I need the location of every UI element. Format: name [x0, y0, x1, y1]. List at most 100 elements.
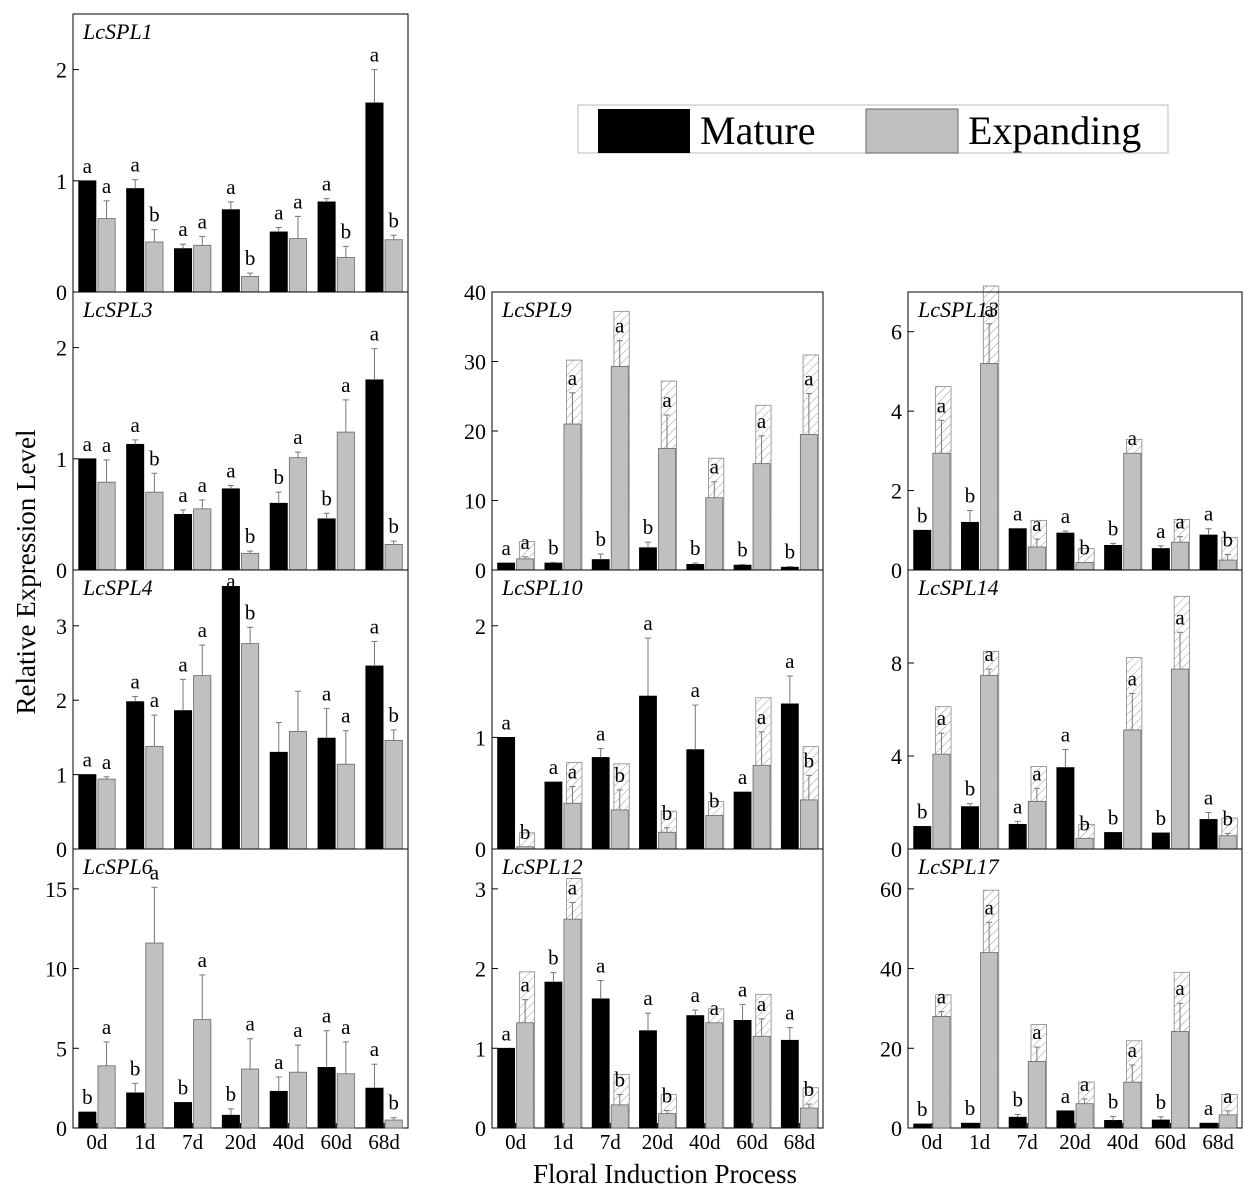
significance-letter: a — [1032, 512, 1042, 536]
x-tick-label: 68d — [1202, 1130, 1234, 1154]
significance-letter: a — [83, 154, 93, 178]
significance-letter: a — [738, 765, 748, 789]
significance-letter: a — [1175, 976, 1185, 1000]
significance-letter: a — [178, 652, 188, 676]
legend-label-expanding: Expanding — [968, 108, 1141, 153]
bar-mature — [269, 1090, 288, 1129]
bar-expanding — [705, 815, 724, 850]
significance-letter: a — [1032, 1020, 1042, 1044]
bar-expanding — [97, 218, 116, 293]
bar-mature — [913, 1123, 932, 1129]
y-tick-label: 0 — [475, 558, 486, 583]
bar-expanding — [563, 918, 582, 1129]
bar-expanding — [193, 508, 212, 571]
significance-letter: b — [178, 1075, 189, 1099]
bar-expanding — [705, 1022, 724, 1129]
significance-letter: a — [710, 996, 720, 1020]
y-tick-label: 15 — [45, 877, 67, 902]
significance-letter: b — [614, 1068, 625, 1092]
significance-letter: a — [1013, 794, 1023, 818]
significance-letter: a — [691, 983, 701, 1007]
x-tick-label: 1d — [552, 1130, 574, 1154]
bar-mature — [1008, 823, 1027, 850]
significance-letter: b — [149, 203, 160, 227]
bar-mature — [174, 514, 193, 571]
bar-expanding — [799, 434, 818, 571]
significance-letter: b — [273, 465, 284, 489]
significance-letter: a — [341, 1015, 351, 1039]
significance-letter: a — [293, 189, 303, 213]
bar-expanding — [932, 753, 951, 850]
significance-letter: b — [785, 540, 796, 564]
bar-expanding — [241, 276, 260, 293]
significance-letter: b — [245, 600, 256, 624]
y-tick-label: 60 — [880, 877, 902, 902]
significance-letter: b — [662, 1083, 673, 1107]
bar-expanding — [97, 481, 116, 571]
y-tick-label: 0 — [56, 280, 67, 305]
bar-expanding — [516, 558, 535, 571]
significance-letter: b — [595, 527, 606, 551]
x-tick-label: 20d — [642, 1130, 674, 1154]
significance-letter: a — [710, 455, 720, 479]
significance-letter: a — [691, 678, 701, 702]
bar-mature — [1056, 1110, 1075, 1129]
bar-expanding — [193, 1019, 212, 1129]
bar-mature — [221, 585, 240, 850]
y-tick-label: 0 — [475, 837, 486, 862]
x-axis-label: Floral Induction Process — [533, 1159, 797, 1189]
bar-mature — [733, 564, 752, 571]
y-tick-label: 20 — [880, 1036, 902, 1061]
bar-expanding — [799, 799, 818, 850]
significance-letter: a — [198, 948, 208, 972]
bar-expanding — [1027, 800, 1046, 850]
significance-letter: b — [1222, 806, 1233, 830]
significance-letter: a — [1204, 502, 1214, 526]
significance-letter: b — [1108, 516, 1119, 540]
bar-expanding — [658, 1113, 676, 1129]
significance-letter: a — [274, 201, 284, 225]
significance-letter: a — [1204, 1096, 1214, 1120]
x-tick-label: 20d — [1059, 1130, 1091, 1154]
significance-letter: b — [321, 486, 332, 510]
bar-mature — [221, 1114, 240, 1129]
bar-mature — [497, 562, 516, 571]
bar-mature — [269, 231, 288, 293]
significance-letter: b — [662, 801, 673, 825]
significance-letter: a — [341, 373, 351, 397]
bar-mature — [1008, 528, 1027, 571]
y-tick-label: 0 — [475, 1116, 486, 1141]
panel-lcspl12: LcSPL120123aa0dba1dab7dab20daa40daa60dab… — [475, 848, 824, 1154]
significance-letter: a — [198, 618, 208, 642]
bar-mature — [78, 1111, 97, 1129]
significance-letter: a — [1175, 510, 1185, 534]
y-tick-label: 30 — [464, 350, 486, 375]
significance-letter: a — [1128, 1038, 1138, 1062]
bar-expanding — [384, 239, 403, 293]
panel-title: LcSPL13 — [917, 297, 999, 322]
x-tick-label: 7d — [600, 1130, 622, 1154]
bar-mature — [317, 201, 336, 293]
bar-mature — [1199, 534, 1218, 571]
significance-letter: b — [1108, 1089, 1119, 1113]
panel-frame — [907, 291, 1243, 571]
bar-expanding — [1171, 541, 1190, 571]
bar-mature — [913, 529, 932, 571]
y-tick-label: 3 — [56, 614, 67, 639]
significance-letter: a — [131, 413, 141, 437]
bar-expanding — [705, 497, 724, 571]
significance-letter: a — [102, 750, 112, 774]
panel-title: LcSPL17 — [917, 854, 1000, 879]
significance-letter: a — [226, 569, 236, 593]
bar-expanding — [1075, 562, 1094, 571]
bar-mature — [1104, 544, 1123, 571]
bar-expanding — [610, 1104, 629, 1129]
significance-letter: b — [1012, 1087, 1023, 1111]
bar-expanding — [145, 942, 164, 1129]
bar-mature — [78, 774, 97, 850]
bar-mature — [591, 559, 610, 571]
bar-mature — [497, 1047, 516, 1129]
bar-expanding — [384, 1119, 403, 1129]
